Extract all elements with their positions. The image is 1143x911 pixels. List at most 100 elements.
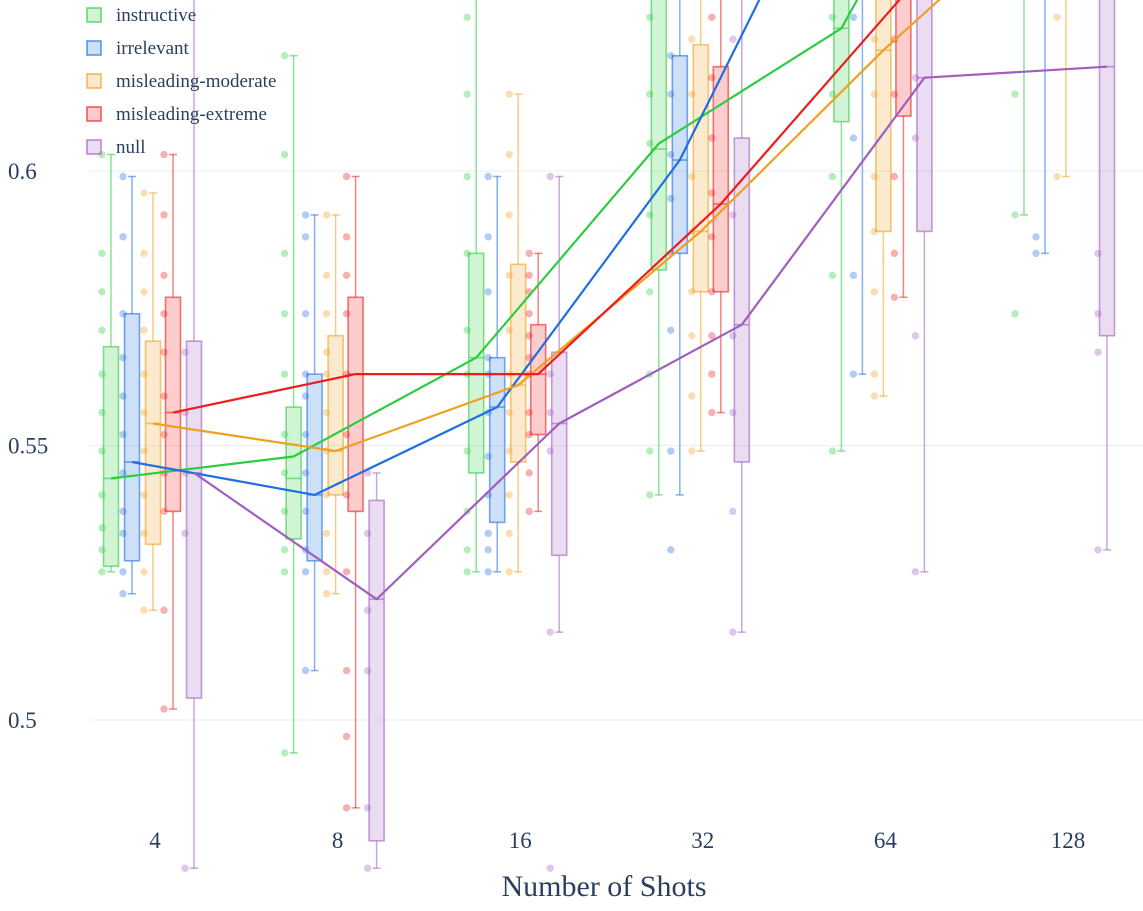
data-point xyxy=(463,90,471,98)
y-axis-tick-labels: 0.50.550.60.650.70.75 xyxy=(8,159,48,733)
data-point xyxy=(505,90,513,98)
legend-label: irrelevant xyxy=(116,38,190,59)
data-point xyxy=(667,326,675,334)
legend-swatch xyxy=(86,139,102,155)
data-point xyxy=(688,332,696,340)
data-point xyxy=(280,249,289,258)
x-tick-label: 8 xyxy=(332,828,344,853)
data-point xyxy=(119,233,127,241)
data-point xyxy=(322,568,331,576)
data-point xyxy=(301,233,310,241)
data-point xyxy=(140,568,148,576)
legend-item[interactable]: misleading-moderate xyxy=(86,71,276,92)
box xyxy=(733,137,751,463)
series-irrelevant xyxy=(119,0,1049,675)
data-point xyxy=(1032,249,1040,258)
data-point xyxy=(342,732,351,741)
data-point xyxy=(890,249,899,258)
data-point xyxy=(342,172,351,181)
data-point xyxy=(322,310,331,318)
data-point xyxy=(119,172,127,181)
data-point xyxy=(849,13,858,21)
box xyxy=(368,499,385,842)
data-point xyxy=(646,491,654,499)
box xyxy=(185,340,203,699)
legend-item[interactable]: irrelevant xyxy=(86,38,190,59)
data-point xyxy=(646,288,654,296)
data-point xyxy=(484,546,492,554)
box xyxy=(144,340,162,546)
data-point xyxy=(729,507,737,516)
data-point xyxy=(280,749,289,757)
data-point xyxy=(484,568,492,576)
data-point xyxy=(1094,546,1102,554)
data-point xyxy=(160,150,168,159)
data-point xyxy=(342,666,351,675)
legend-item[interactable]: instructive xyxy=(86,5,196,26)
data-point xyxy=(363,864,372,872)
box xyxy=(164,296,182,513)
legend-item[interactable]: null xyxy=(86,137,146,158)
data-point xyxy=(322,529,331,538)
box xyxy=(692,43,710,293)
legend-label: null xyxy=(116,137,146,158)
data-point xyxy=(160,211,168,219)
data-point xyxy=(828,447,837,455)
data-point xyxy=(525,310,533,318)
data-point xyxy=(911,568,920,576)
data-point xyxy=(1094,348,1102,356)
data-point xyxy=(280,546,289,554)
data-point xyxy=(849,370,858,378)
data-point xyxy=(463,172,471,181)
data-point xyxy=(688,35,696,43)
series-line-irrelevant xyxy=(131,0,761,496)
data-point xyxy=(181,864,189,872)
data-point xyxy=(546,172,554,181)
data-point xyxy=(484,233,492,241)
x-tick-label: 64 xyxy=(874,828,898,853)
data-point xyxy=(525,249,533,258)
data-point xyxy=(708,408,716,417)
data-point xyxy=(322,590,331,598)
series-misleading-moderate xyxy=(140,0,1070,614)
data-point xyxy=(301,568,310,576)
data-point xyxy=(870,392,879,400)
box xyxy=(550,351,568,557)
data-point xyxy=(322,271,331,280)
legend-item[interactable]: misleading-extreme xyxy=(86,104,267,125)
series-misleading-extreme xyxy=(160,0,912,812)
x-axis-tick-labels: 4 8 16 32 64 128 xyxy=(149,828,1085,853)
box xyxy=(467,252,485,474)
y-tick-label: 0.5 xyxy=(8,708,37,733)
y-tick-label: 0.55 xyxy=(8,434,48,459)
x-tick-label: 16 xyxy=(509,828,532,853)
box xyxy=(509,263,527,463)
box xyxy=(327,334,344,496)
data-point xyxy=(484,288,492,296)
box xyxy=(1098,0,1116,337)
box xyxy=(875,0,892,233)
series-line-instructive xyxy=(110,0,859,480)
data-point xyxy=(646,447,654,455)
data-point xyxy=(119,590,127,598)
data-point xyxy=(301,666,310,675)
legend: instructive irrelevant misleading-moderate… xyxy=(86,5,276,158)
data-point xyxy=(463,13,471,21)
data-point xyxy=(140,606,148,614)
data-point xyxy=(301,310,310,318)
series-instructive xyxy=(98,0,1028,757)
series-line-misleading-extreme xyxy=(172,0,901,414)
data-point xyxy=(729,628,737,636)
data-point xyxy=(708,13,716,21)
series-line-null xyxy=(193,65,1108,601)
box xyxy=(488,356,506,524)
box xyxy=(306,373,323,562)
x-tick-label: 4 xyxy=(149,828,161,853)
data-point xyxy=(505,150,513,159)
box xyxy=(285,406,302,540)
data-point xyxy=(849,271,858,280)
data-point xyxy=(98,326,106,334)
box xyxy=(712,65,730,293)
data-point xyxy=(1032,233,1040,241)
data-point xyxy=(1011,211,1019,219)
